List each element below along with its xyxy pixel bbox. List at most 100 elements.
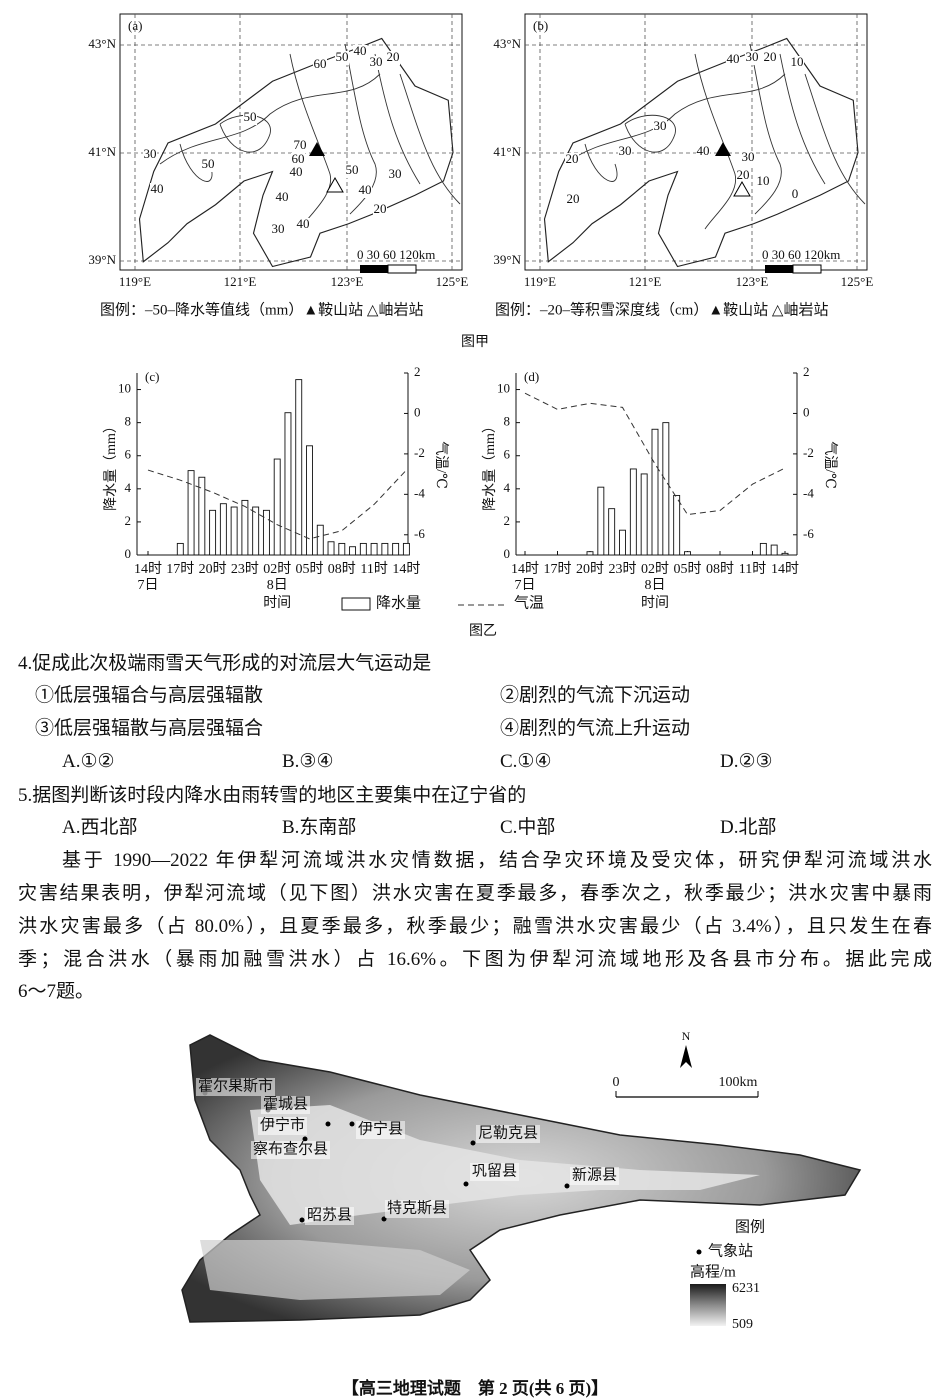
lat-tick-label: 39°N: [493, 252, 521, 267]
legend-label: 高程/m: [690, 1263, 736, 1280]
station-dot: [299, 1217, 305, 1223]
scale-bar: [765, 265, 793, 273]
label-bg: [291, 153, 305, 167]
place-label: 伊宁市: [260, 1116, 305, 1133]
contour-label: 30: [389, 166, 402, 181]
legend-title: 图例: [735, 1218, 765, 1235]
label-bg: [293, 139, 307, 153]
contour-label: 30: [144, 146, 157, 161]
contour-label: 40: [359, 182, 372, 197]
contour-line: [779, 53, 826, 185]
label-bg: [696, 145, 710, 159]
label-bg: [275, 191, 289, 205]
x-tick-label: 23时: [609, 561, 637, 577]
label-bg: [756, 175, 770, 189]
valley: [200, 1240, 470, 1300]
y2-axis-label: 气温/℃: [433, 441, 449, 489]
contour-line: [694, 53, 737, 230]
x-tick-label: 08时: [328, 561, 356, 577]
scale-bar: [387, 264, 417, 274]
legend-label: 降水量: [376, 594, 421, 611]
label-bg: [736, 169, 750, 183]
precip-bar: [381, 542, 389, 556]
precip-bar: [349, 546, 357, 556]
y-tick-label: 8: [125, 414, 132, 429]
label-bg: [565, 153, 579, 167]
contour-line: [804, 73, 866, 205]
y2-tick-label: -2: [803, 445, 814, 460]
label-bg: [369, 56, 383, 70]
lat-tick-label: 41°N: [493, 144, 521, 159]
lat-tick-label: 41°N: [88, 144, 116, 159]
label-bg: [305, 1207, 354, 1225]
label-bg: [476, 1125, 540, 1143]
label-bg: [788, 188, 802, 202]
y2-tick-label: -2: [414, 445, 425, 460]
station-dot: [463, 1181, 469, 1187]
place-label: 霍尔果斯市: [198, 1077, 273, 1094]
label-bg: [741, 151, 755, 165]
label-bg: [335, 51, 349, 65]
y-tick-label: 8: [504, 414, 511, 429]
station-anshan: [309, 142, 325, 156]
statement: ①低层强辐合与高层强辐散: [35, 685, 264, 706]
y-tick-label: 0: [504, 546, 511, 561]
option: A.①②: [62, 751, 115, 772]
station-dot: [564, 1183, 570, 1189]
y-axis-label: 降水量（mm）: [103, 419, 119, 511]
scale-label: 0 30 60 120km: [762, 247, 840, 262]
contour-label: 50: [336, 49, 349, 64]
x-tick-label: 14时: [134, 561, 162, 577]
label-bg: [386, 51, 400, 65]
precip-bar: [759, 542, 767, 556]
panel-label: (b): [533, 18, 548, 33]
panel-label: (d): [524, 369, 539, 384]
map-legend: 图例：–50–降水等值线（mm）▲鞍山站 △岫岩站: [100, 300, 423, 318]
label-bg: [653, 120, 667, 134]
passage-line: 基于 1990—2022 年伊犁河流域洪水灾情数据，结合孕灾环境及受灾体，研究伊…: [62, 850, 932, 871]
contour-label: 30: [370, 54, 383, 69]
label-bg: [566, 193, 580, 207]
y-tick-label: 6: [504, 447, 511, 462]
contour-label: 10: [757, 173, 770, 188]
label-bg: [243, 111, 257, 125]
label-bg: [289, 166, 303, 180]
x-tick-label: 02时: [641, 561, 669, 577]
label-bg: [470, 1163, 519, 1181]
lon-tick-label: 125°E: [841, 274, 874, 289]
label-bg: [345, 164, 359, 178]
contour-label: 40: [151, 181, 164, 196]
y-axis-label: 降水量（mm）: [482, 419, 498, 511]
y2-tick-label: -4: [414, 485, 425, 500]
label-bg: [313, 58, 327, 72]
precip-bar: [392, 542, 400, 556]
figure-caption: 图甲: [461, 335, 489, 350]
contour-label: 40: [297, 216, 310, 231]
contour-line: [399, 73, 461, 205]
y2-tick-label: 2: [803, 364, 810, 379]
label-bg: [373, 203, 387, 217]
lat-tick-label: 43°N: [88, 36, 116, 51]
precip-bar: [338, 542, 346, 556]
precip-bar: [619, 529, 626, 556]
x-tick-label: 23时: [231, 561, 259, 577]
label-bg: [150, 183, 164, 197]
label-bg: [385, 1200, 449, 1218]
precip-bar: [586, 551, 594, 556]
contour-label: 40: [290, 164, 303, 179]
day-label: 7日: [138, 578, 159, 593]
label-bg: [296, 218, 310, 232]
precip-bar: [306, 445, 313, 556]
statement: ③低层强辐散与高层强辐合: [35, 718, 264, 739]
legend-label: 气象站: [708, 1242, 753, 1259]
station-dot: [470, 1140, 476, 1146]
precip-bar: [684, 551, 691, 556]
lon-tick-label: 125°E: [436, 274, 469, 289]
contour-line: [289, 53, 332, 230]
contour-label: 40: [354, 43, 367, 58]
place-label: 巩留县: [472, 1162, 517, 1179]
y2-tick-label: -4: [803, 485, 814, 500]
question-stem: 5.据图判断该时段内降水由雨转雪的地区主要集中在辽宁省的: [18, 785, 527, 806]
x-axis-label: 时间: [641, 595, 669, 611]
